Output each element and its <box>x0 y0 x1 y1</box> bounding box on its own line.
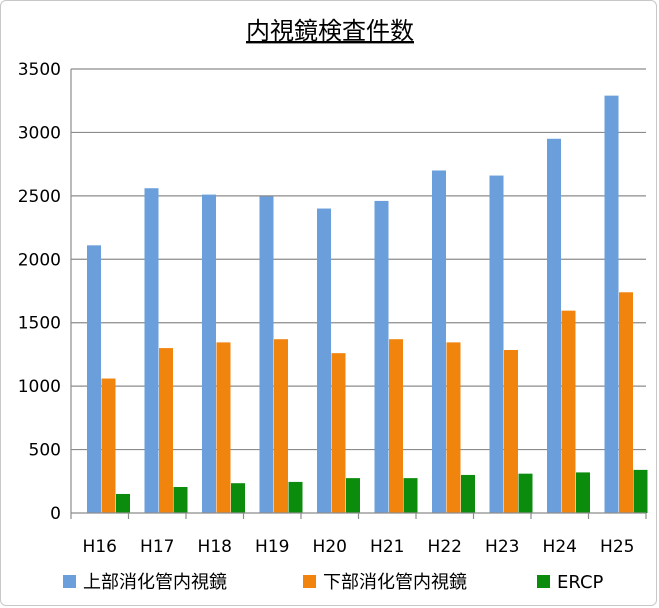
bar <box>144 188 159 513</box>
bar <box>432 170 446 513</box>
bar <box>504 349 518 513</box>
legend-label: 下部消化管内視鏡 <box>323 572 467 593</box>
bar <box>561 310 576 513</box>
x-tick-label: H19 <box>255 537 289 557</box>
bar <box>216 342 231 513</box>
bar <box>403 478 418 513</box>
bar <box>87 245 101 513</box>
x-tick-label: H25 <box>600 537 634 557</box>
bar <box>331 353 346 513</box>
bar <box>274 339 288 513</box>
bar <box>633 469 648 513</box>
bar <box>461 474 475 513</box>
bar <box>101 378 116 513</box>
bar <box>446 342 461 513</box>
legend-label: ERCP <box>557 572 604 593</box>
bar <box>259 196 274 513</box>
bar <box>619 292 633 513</box>
bar <box>547 138 561 513</box>
x-tick-label: H23 <box>485 537 519 557</box>
bar <box>317 208 331 514</box>
y-tick-label: 1000 <box>18 377 61 397</box>
x-tick-label: H24 <box>543 537 577 557</box>
axes: 0 500 1000 1500 2000 2500 3000 3500 H16 H17 H18 H19… <box>18 60 647 557</box>
bar <box>389 339 403 513</box>
legend-label: 上部消化管内視鏡 <box>83 572 227 593</box>
chart-title: 内視鏡検査件数 <box>246 17 414 45</box>
bar <box>604 95 619 513</box>
bar <box>489 175 504 513</box>
y-tick-label: 1500 <box>18 314 61 334</box>
x-tick-label: H18 <box>198 537 232 557</box>
bar <box>374 200 389 513</box>
x-tick-label: H22 <box>428 537 462 557</box>
bars <box>87 95 648 514</box>
x-tick-label: H16 <box>83 537 117 557</box>
legend: 上部消化管内視鏡 下部消化管内視鏡 ERCP <box>63 572 604 593</box>
bar <box>346 478 360 513</box>
y-tick-label: 3500 <box>18 60 61 80</box>
bar <box>288 481 303 513</box>
bar <box>173 486 188 513</box>
x-tick-label: H17 <box>140 537 174 557</box>
bar <box>576 472 590 513</box>
y-tick-label: 3000 <box>18 123 61 143</box>
bar <box>159 348 173 513</box>
x-tick-label: H21 <box>370 537 404 557</box>
y-tick-label: 2000 <box>18 250 61 270</box>
legend-swatch <box>63 575 76 588</box>
y-tick-label: 2500 <box>18 187 61 207</box>
bar <box>518 473 533 513</box>
bar <box>116 493 130 513</box>
x-tick-label: H20 <box>313 537 347 557</box>
legend-swatch <box>303 575 316 588</box>
bar <box>202 194 216 514</box>
y-tick-label: 0 <box>50 504 61 524</box>
legend-swatch <box>537 575 550 588</box>
bar <box>231 483 245 513</box>
y-tick-label: 500 <box>29 441 61 461</box>
